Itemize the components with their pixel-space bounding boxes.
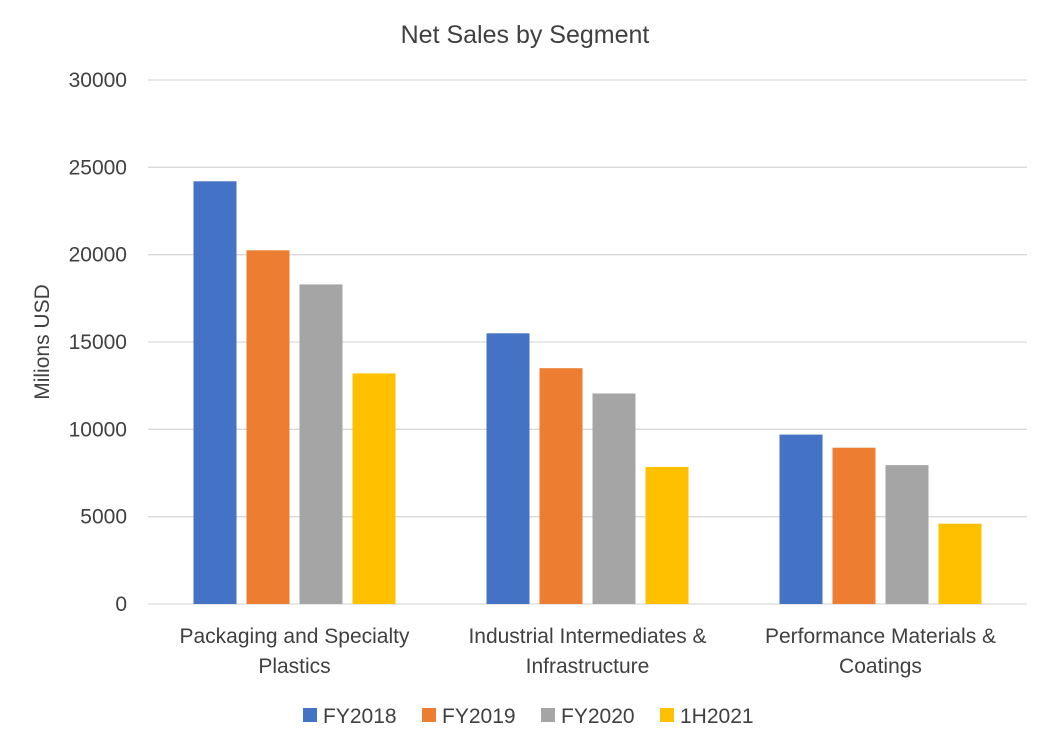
legend-swatch-fy2020 [541,708,555,722]
gridlines [148,79,1027,605]
y-axis-ticks: 0 5000 10000 15000 20000 25000 30000 [69,69,127,616]
y-axis-label: Milions USD [31,284,54,400]
legend-label: FY2019 [442,705,516,728]
bar-fy2019-1 [246,250,290,605]
y-tick-label: 20000 [69,244,127,267]
bar-fy2019-3 [832,447,876,604]
x-category-label: Packaging and Specialty [180,625,410,648]
legend-swatch-1h2021 [660,708,674,722]
legend-label: 1H2021 [680,705,754,728]
bar-fy2018-2 [486,333,530,604]
y-tick-label: 25000 [69,156,127,179]
x-category-label: Industrial Intermediates & [468,625,706,648]
bar-fy2019-2 [539,368,583,604]
bar-1h2021-3 [938,523,982,604]
legend: FY2018 FY2019 FY2020 1H2021 [303,705,754,728]
bar-fy2018-3 [779,434,823,604]
bar-fy2020-2 [592,393,636,604]
bar-fy2020-3 [885,465,929,604]
y-tick-label: 15000 [69,331,127,354]
x-category-label: Coatings [839,655,922,678]
legend-swatch-fy2018 [303,708,317,722]
chart-title: Net Sales by Segment [401,21,650,49]
y-tick-label: 0 [115,593,127,616]
legend-label: FY2020 [561,705,635,728]
x-category-label: Infrastructure [526,655,650,678]
legend-swatch-fy2019 [422,708,436,722]
y-tick-label: 10000 [69,418,127,441]
x-category-label: Plastics [258,655,330,678]
bar-fy2018-1 [193,181,237,605]
bar-fy2020-1 [299,284,343,604]
y-tick-label: 30000 [69,69,127,92]
legend-label: FY2018 [323,705,397,728]
bar-1h2021-2 [645,466,689,604]
bars [193,181,982,605]
x-category-label: Performance Materials & [765,625,996,648]
x-axis-categories: Packaging and Specialty Plastics Industria… [180,625,997,678]
y-tick-label: 5000 [80,506,127,529]
bar-1h2021-1 [352,373,396,604]
